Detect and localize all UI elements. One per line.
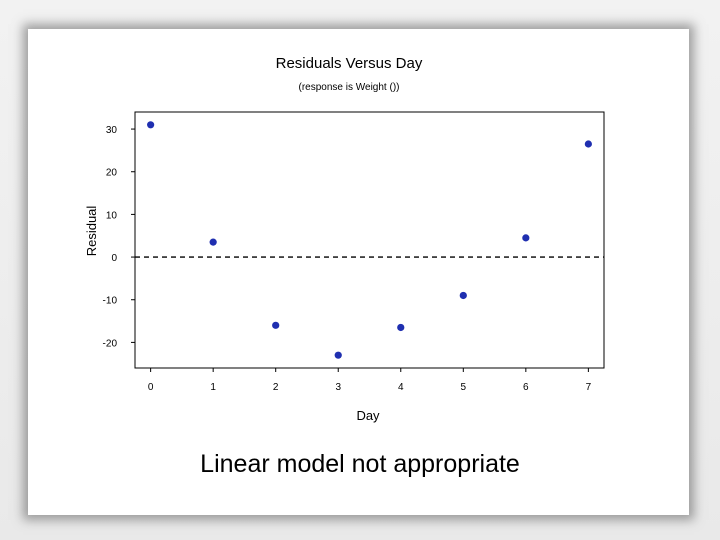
y-tick-label: 30 xyxy=(106,125,118,136)
y-tick-label: 10 xyxy=(106,210,118,221)
x-axis-label: Day xyxy=(356,408,380,423)
x-tick-label: 3 xyxy=(335,382,341,393)
y-tick-label: -10 xyxy=(103,296,118,307)
y-axis-label: Residual xyxy=(84,206,99,257)
x-tick-label: 2 xyxy=(273,382,279,393)
chart-subtitle: (response is Weight ()) xyxy=(299,82,400,93)
x-tick-label: 6 xyxy=(523,382,529,393)
y-tick-label: 20 xyxy=(106,168,118,179)
plot-area: 0 1 2 3 4 5 6 7 30 20 10 0 -10 -20 xyxy=(103,111,605,393)
data-point xyxy=(522,234,530,242)
x-tick-label: 7 xyxy=(586,382,592,393)
slide xyxy=(28,29,689,515)
data-point xyxy=(584,140,592,148)
data-point xyxy=(272,321,280,329)
data-point xyxy=(397,323,405,332)
x-tick-label: 4 xyxy=(398,382,404,393)
x-tick-label: 1 xyxy=(210,382,216,393)
data-point xyxy=(334,351,342,359)
y-tick-label: 0 xyxy=(111,253,117,264)
data-point xyxy=(147,121,155,129)
data-point xyxy=(459,291,467,300)
x-tick-label: 5 xyxy=(461,382,467,393)
chart-title: Residuals Versus Day xyxy=(276,55,423,72)
y-tick-label: -20 xyxy=(103,338,118,349)
slide-caption: Linear model not appropriate xyxy=(200,450,520,478)
plot-frame xyxy=(134,111,605,369)
x-tick-label: 0 xyxy=(148,382,154,393)
data-point xyxy=(209,238,217,246)
